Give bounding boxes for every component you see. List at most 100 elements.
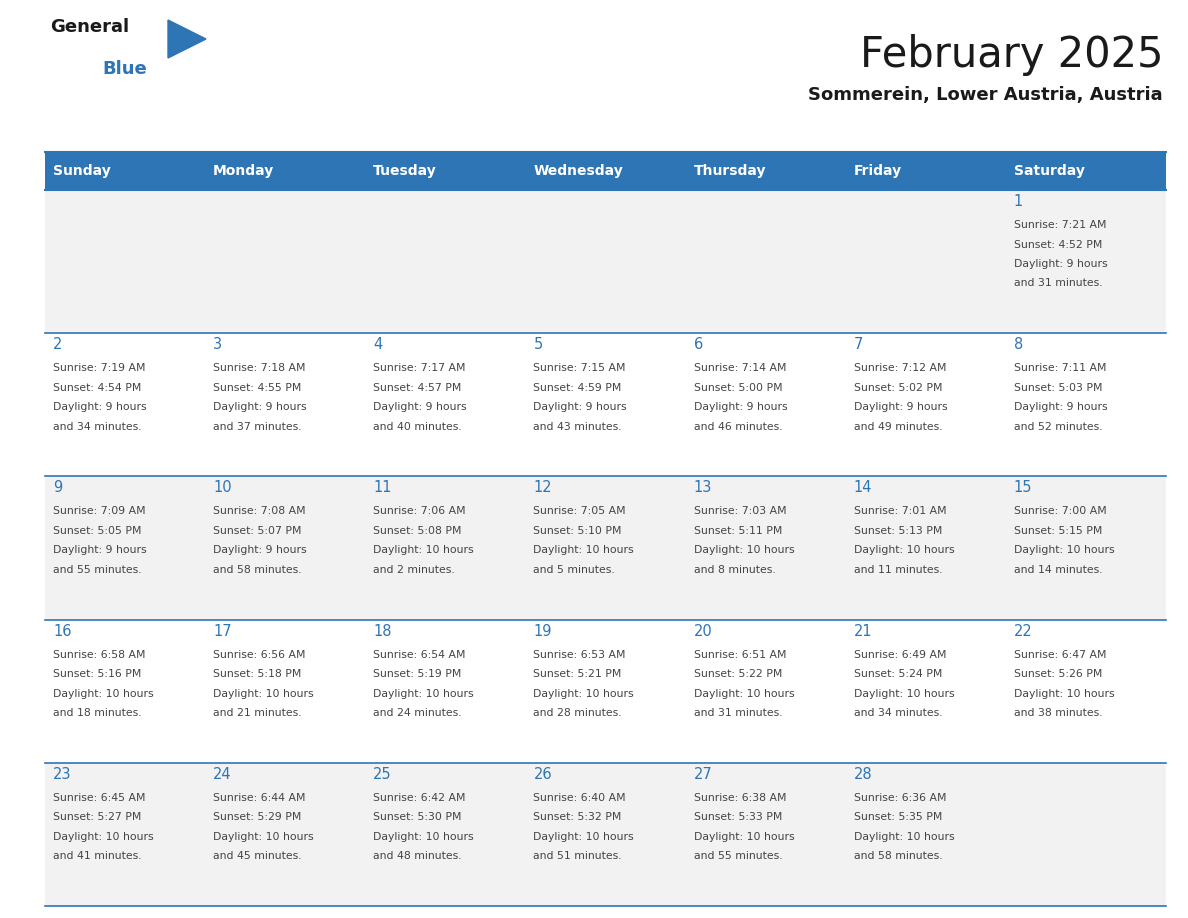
Text: Daylight: 9 hours: Daylight: 9 hours [854,402,947,412]
Text: and 21 minutes.: and 21 minutes. [213,708,302,718]
Text: 8: 8 [1013,337,1023,353]
Text: Sunrise: 6:56 AM: Sunrise: 6:56 AM [213,650,305,660]
Bar [45,190,206,333]
Text: 11: 11 [373,480,392,496]
Text: Sunrise: 6:54 AM: Sunrise: 6:54 AM [373,650,466,660]
Text: and 37 minutes.: and 37 minutes. [213,421,302,431]
Text: 24: 24 [213,767,232,782]
Bar [206,763,365,906]
Text: 10: 10 [213,480,232,496]
Text: Sunrise: 7:00 AM: Sunrise: 7:00 AM [1013,507,1106,517]
Text: Sunset: 5:16 PM: Sunset: 5:16 PM [53,669,141,679]
Bar [206,152,365,190]
Text: Sunset: 4:54 PM: Sunset: 4:54 PM [53,383,141,393]
Text: and 28 minutes.: and 28 minutes. [533,708,623,718]
Bar [846,190,1006,333]
Text: 28: 28 [854,767,872,782]
Text: 21: 21 [854,623,872,639]
Text: and 55 minutes.: and 55 minutes. [53,565,141,575]
Text: 3: 3 [213,337,222,353]
Text: 25: 25 [373,767,392,782]
Text: 26: 26 [533,767,552,782]
Text: Sunrise: 7:09 AM: Sunrise: 7:09 AM [53,507,146,517]
Polygon shape [168,20,206,58]
Text: Sunrise: 7:01 AM: Sunrise: 7:01 AM [854,507,947,517]
Text: Daylight: 10 hours: Daylight: 10 hours [533,688,634,699]
Text: and 49 minutes.: and 49 minutes. [854,421,942,431]
Text: Daylight: 10 hours: Daylight: 10 hours [1013,545,1114,555]
Text: Sunset: 4:57 PM: Sunset: 4:57 PM [373,383,462,393]
Bar [365,152,525,190]
Bar [685,333,846,476]
Text: and 41 minutes.: and 41 minutes. [53,851,141,861]
Bar [206,333,365,476]
Text: Sunset: 5:07 PM: Sunset: 5:07 PM [213,526,302,536]
Text: Sunrise: 6:45 AM: Sunrise: 6:45 AM [53,793,145,803]
Text: Blue: Blue [102,60,147,78]
Bar [365,190,525,333]
Bar [45,620,206,763]
Text: Daylight: 9 hours: Daylight: 9 hours [1013,402,1107,412]
Text: and 46 minutes.: and 46 minutes. [694,421,782,431]
Text: Tuesday: Tuesday [373,164,437,178]
Text: and 31 minutes.: and 31 minutes. [1013,278,1102,288]
Text: Daylight: 10 hours: Daylight: 10 hours [694,545,795,555]
Text: Sunset: 4:55 PM: Sunset: 4:55 PM [213,383,302,393]
Text: 23: 23 [53,767,71,782]
Text: Sunrise: 7:08 AM: Sunrise: 7:08 AM [213,507,305,517]
Text: Sunset: 4:59 PM: Sunset: 4:59 PM [533,383,621,393]
Text: 1: 1 [1013,194,1023,209]
Text: 9: 9 [53,480,62,496]
Text: 27: 27 [694,767,713,782]
Text: Sunrise: 7:15 AM: Sunrise: 7:15 AM [533,364,626,374]
Text: 17: 17 [213,623,232,639]
Text: Sunset: 5:10 PM: Sunset: 5:10 PM [533,526,623,536]
Text: and 52 minutes.: and 52 minutes. [1013,421,1102,431]
Text: Sunrise: 6:58 AM: Sunrise: 6:58 AM [53,650,145,660]
Text: 7: 7 [854,337,864,353]
Text: Daylight: 10 hours: Daylight: 10 hours [373,832,474,842]
Text: Daylight: 9 hours: Daylight: 9 hours [533,402,627,412]
Text: Daylight: 9 hours: Daylight: 9 hours [694,402,788,412]
Text: 12: 12 [533,480,552,496]
Bar [685,476,846,620]
Bar [365,620,525,763]
Text: Daylight: 9 hours: Daylight: 9 hours [213,545,307,555]
Text: Sunset: 5:11 PM: Sunset: 5:11 PM [694,526,782,536]
Text: 13: 13 [694,480,712,496]
Bar [45,476,206,620]
Text: Sunday: Sunday [53,164,110,178]
Text: Sunset: 5:32 PM: Sunset: 5:32 PM [533,812,621,823]
Text: Sunrise: 7:17 AM: Sunrise: 7:17 AM [373,364,466,374]
Bar [1006,190,1165,333]
Bar [365,333,525,476]
Text: and 48 minutes.: and 48 minutes. [373,851,462,861]
Bar [365,476,525,620]
Text: Wednesday: Wednesday [533,164,624,178]
Text: Sunrise: 7:14 AM: Sunrise: 7:14 AM [694,364,786,374]
Text: Sunrise: 6:51 AM: Sunrise: 6:51 AM [694,650,786,660]
Text: Sunset: 5:35 PM: Sunset: 5:35 PM [854,812,942,823]
Text: Sunrise: 6:49 AM: Sunrise: 6:49 AM [854,650,946,660]
Text: Daylight: 10 hours: Daylight: 10 hours [854,688,954,699]
Bar [685,152,846,190]
Text: Sunset: 5:19 PM: Sunset: 5:19 PM [373,669,462,679]
Text: 22: 22 [1013,623,1032,639]
Bar [1006,763,1165,906]
Text: and 2 minutes.: and 2 minutes. [373,565,455,575]
Text: Monday: Monday [213,164,274,178]
Bar [846,476,1006,620]
Text: Daylight: 10 hours: Daylight: 10 hours [533,545,634,555]
Bar [45,152,206,190]
Text: Sunrise: 7:03 AM: Sunrise: 7:03 AM [694,507,786,517]
Text: Sunrise: 7:18 AM: Sunrise: 7:18 AM [213,364,305,374]
Text: and 34 minutes.: and 34 minutes. [854,708,942,718]
Text: Daylight: 10 hours: Daylight: 10 hours [854,545,954,555]
Text: Sunset: 5:30 PM: Sunset: 5:30 PM [373,812,462,823]
Text: Sunset: 5:13 PM: Sunset: 5:13 PM [854,526,942,536]
Bar [525,190,685,333]
Bar [685,190,846,333]
Text: Sunset: 5:24 PM: Sunset: 5:24 PM [854,669,942,679]
Text: and 58 minutes.: and 58 minutes. [213,565,302,575]
Text: and 34 minutes.: and 34 minutes. [53,421,141,431]
